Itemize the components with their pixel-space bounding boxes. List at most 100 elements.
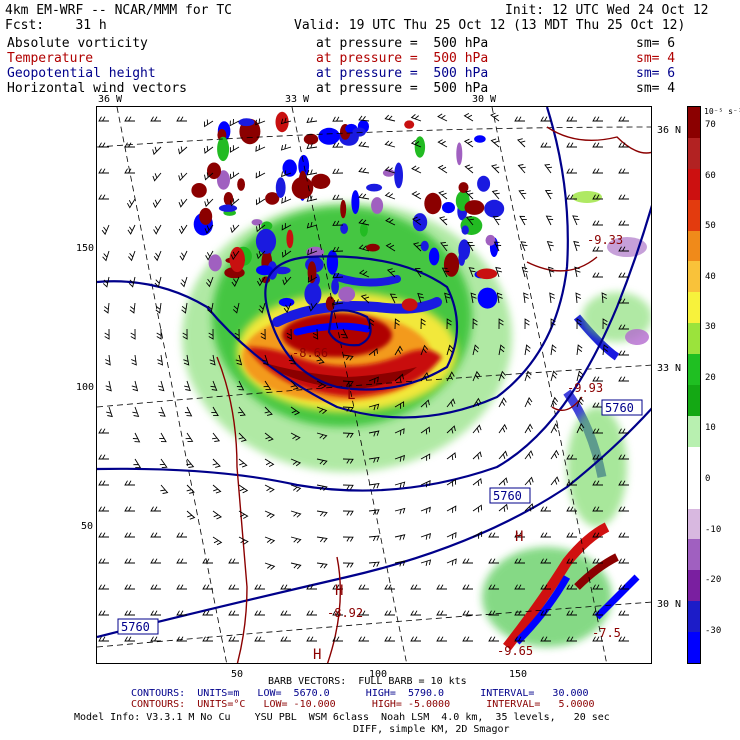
wind-barb — [386, 268, 396, 278]
wind-barb — [211, 406, 219, 417]
wind-barb — [176, 532, 187, 538]
wind-barb — [316, 536, 328, 543]
vorticity-cell — [325, 296, 335, 311]
colorbar-segment — [688, 199, 700, 231]
wind-barb — [436, 584, 447, 590]
wind-barb — [394, 534, 406, 541]
colorbar-segment — [688, 323, 700, 355]
wind-barb — [384, 610, 395, 616]
x-tick-label: 100 — [369, 669, 388, 680]
wind-barb — [180, 276, 188, 288]
vorticity-cell — [223, 192, 234, 206]
wind-barb — [496, 292, 503, 304]
vorticity-cell — [401, 298, 418, 311]
wind-barb — [618, 506, 629, 512]
wind-barb — [550, 370, 558, 382]
colorbar-tick-label: 50 — [705, 221, 716, 232]
wind-barb — [184, 380, 191, 392]
wind-barb — [153, 224, 162, 235]
wind-barb — [98, 532, 109, 538]
wind-barb — [150, 636, 161, 642]
wind-barb — [212, 484, 222, 494]
wind-barb — [316, 406, 328, 415]
wind-barb — [131, 380, 139, 392]
wind-barb — [290, 536, 302, 544]
wind-barb — [264, 484, 275, 493]
wind-barb — [498, 397, 507, 408]
vorticity-cell — [311, 173, 331, 189]
wind-barb — [470, 292, 477, 304]
wind-barb — [592, 142, 603, 148]
wind-barb — [263, 380, 272, 391]
wind-barb — [524, 423, 533, 434]
wind-barb — [209, 354, 216, 366]
wind-barb — [462, 636, 473, 642]
wind-barb — [306, 636, 317, 642]
vorticity-cell — [394, 162, 403, 189]
colorbar-tick-label: -20 — [705, 575, 722, 586]
lon-label: 36 W — [98, 94, 123, 105]
colorbar-segment — [688, 446, 700, 478]
wind-barb — [524, 370, 532, 382]
wind-barb — [103, 302, 110, 314]
wind-barb — [472, 318, 478, 330]
wind-barb — [254, 610, 265, 616]
vorticity-cell — [382, 169, 395, 177]
vorticity-cell — [477, 175, 491, 192]
wind-barb — [316, 510, 328, 517]
wind-barb — [472, 477, 482, 486]
wind-barb — [290, 562, 302, 570]
vorticity-cell — [456, 142, 463, 166]
wind-barb — [290, 484, 302, 492]
wind-barb — [618, 584, 629, 590]
wind-barb — [566, 532, 577, 538]
field-sm: sm= 4 — [636, 51, 676, 66]
wind-barb — [332, 299, 344, 306]
wind-barb — [358, 244, 370, 252]
wind-barb — [342, 562, 354, 568]
vorticity-cell — [318, 127, 340, 145]
init-time: Init: 12 UTC Wed 24 Oct 12 — [505, 3, 709, 18]
vorticity-cell — [464, 200, 485, 215]
wind-barb — [342, 484, 354, 490]
model-info-physics: DIFF, simple KM, 2D Smagor — [353, 724, 510, 735]
wind-barb — [358, 269, 370, 278]
wind-barb — [519, 215, 527, 226]
wind-barb — [550, 344, 557, 356]
wind-barb — [540, 610, 551, 616]
vorticity-cell — [461, 225, 469, 235]
wind-barb — [488, 532, 499, 538]
wind-barb — [514, 636, 525, 642]
wind-barb — [104, 328, 110, 340]
wind-barb — [184, 406, 193, 417]
colorbar-tick-label: 0 — [705, 473, 711, 484]
wind-barb — [306, 169, 318, 176]
wind-barb — [260, 328, 266, 340]
wind-barb — [618, 480, 629, 486]
wind-barb — [257, 276, 266, 287]
wind-barb — [472, 424, 482, 434]
wind-barb — [202, 558, 213, 564]
wind-barb — [618, 272, 629, 278]
wind-barb — [410, 114, 422, 122]
wind-barb — [308, 302, 318, 312]
wind-barb — [495, 266, 502, 278]
wind-barb — [545, 215, 554, 226]
wind-barb — [98, 454, 109, 460]
colorbar-segment — [688, 385, 700, 416]
wind-barb — [498, 503, 508, 512]
colorbar-unit: 10⁻⁵ s⁻¹ — [704, 107, 740, 116]
wind-barb — [131, 354, 137, 366]
wind-barb — [106, 406, 113, 418]
svg-text:-7.5: -7.5 — [592, 626, 621, 640]
wind-barb — [212, 458, 221, 468]
wind-barb — [290, 432, 301, 441]
wind-barb — [156, 328, 162, 340]
wind-barb — [546, 241, 554, 252]
wind-barb — [185, 432, 194, 443]
vorticity-cell — [443, 252, 460, 277]
wind-barb — [602, 318, 608, 330]
wind-barb — [202, 584, 213, 590]
wind-barb — [281, 196, 292, 204]
wind-barb — [358, 167, 370, 174]
